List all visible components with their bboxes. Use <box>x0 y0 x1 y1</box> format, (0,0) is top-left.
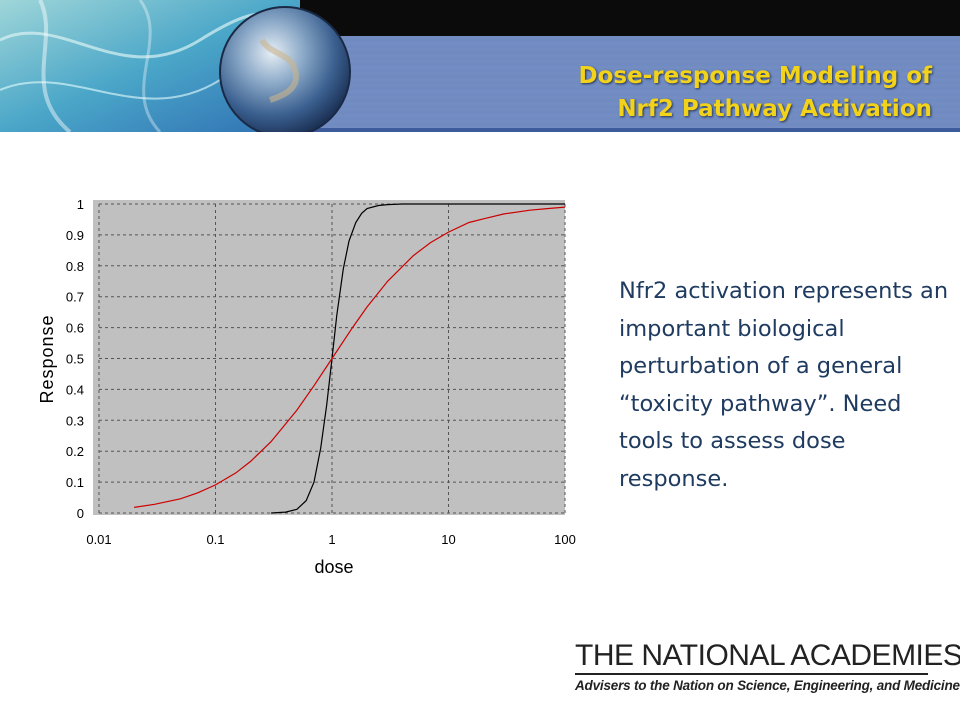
y-tick-label: 0.3 <box>66 413 84 428</box>
slide-title: Dose-response Modeling of Nrf2 Pathway A… <box>579 60 932 126</box>
y-tick-label: 0.2 <box>66 444 84 459</box>
globe-image <box>219 6 351 132</box>
body-text: Nfr2 activation represents an important … <box>619 278 949 492</box>
y-tick-label: 0.8 <box>66 259 84 274</box>
x-tick-label: 0.1 <box>206 532 224 547</box>
x-tick-label: 10 <box>441 532 455 547</box>
y-tick-label: 0.6 <box>66 321 84 336</box>
y-tick-label: 0.5 <box>66 352 84 367</box>
header-banner <box>0 0 960 132</box>
logo-rule <box>575 673 928 675</box>
y-tick-label: 1 <box>77 197 84 212</box>
x-tick-label: 100 <box>554 532 576 547</box>
dose-response-chart: 0.01 0.1 1 10 100 0 0.1 0.2 0.3 0.4 0.5 0.6 0.7 0.8 0… <box>38 187 576 578</box>
slide-title-line2: Nrf2 Pathway Activation <box>617 96 932 122</box>
x-tick-label: 0.01 <box>86 532 111 547</box>
x-axis-label: dose <box>314 557 353 577</box>
y-tick-label: 0.1 <box>66 475 84 490</box>
slide-title-line1: Dose-response Modeling of <box>578 63 932 89</box>
logo-subtitle: Advisers to the Nation on Science, Engin… <box>575 678 960 693</box>
y-tick-label: 0.7 <box>66 290 84 305</box>
y-axis-label: Response <box>38 314 57 403</box>
series-line-1 <box>134 206 566 508</box>
y-tick-label: 0.9 <box>66 228 84 243</box>
x-tick-label: 1 <box>328 532 335 547</box>
y-tick-label: 0.4 <box>66 382 84 397</box>
logo-title: THE NATIONAL ACADEMIES <box>575 639 960 672</box>
plot-area <box>93 200 565 515</box>
series-line-0 <box>271 203 565 514</box>
y-tick-label: 0 <box>77 506 84 521</box>
national-academies-logo: THE NATIONAL ACADEMIES Advisers to the N… <box>575 639 960 695</box>
